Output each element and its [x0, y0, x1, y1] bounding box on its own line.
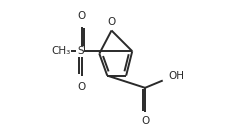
Text: O: O	[77, 11, 86, 21]
Text: O: O	[107, 17, 116, 27]
Text: OH: OH	[168, 71, 184, 81]
Text: CH₃: CH₃	[51, 46, 70, 56]
Text: S: S	[77, 46, 84, 56]
Text: O: O	[141, 116, 149, 126]
Text: O: O	[77, 82, 86, 92]
